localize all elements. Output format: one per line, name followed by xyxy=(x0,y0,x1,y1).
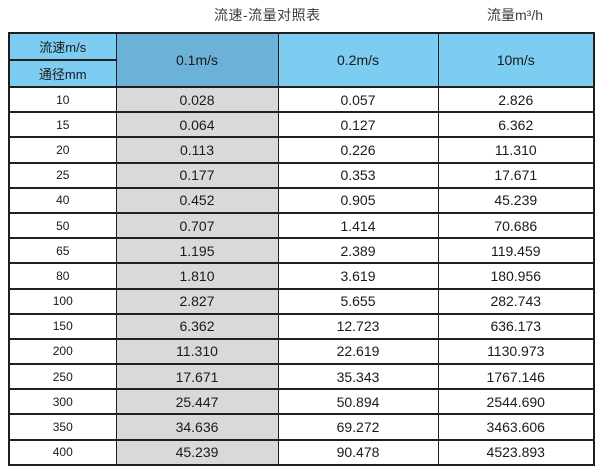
flow-value-cell-10ms: 1767.146 xyxy=(437,363,595,391)
table-row-dn150: 150 6.362 12.723 636.173 xyxy=(8,312,595,340)
diameter-cell: 150 xyxy=(8,312,117,340)
table-row-dn65: 65 1.195 2.389 119.459 xyxy=(8,237,595,265)
diameter-cell: 50 xyxy=(8,211,117,240)
table-title: 流速-流量对照表 xyxy=(214,7,321,23)
diameter-cell: 10 xyxy=(8,85,117,114)
flow-value-cell-10ms: 180.956 xyxy=(437,262,595,290)
flow-value-cell-0-1ms: 0.064 xyxy=(115,111,279,139)
flow-value-cell-0-1ms: 0.707 xyxy=(115,211,279,240)
diameter-cell: 25 xyxy=(8,161,117,189)
table-row-dn50: 50 0.707 1.414 70.686 xyxy=(8,211,595,240)
table-row-dn20: 20 0.113 0.226 11.310 xyxy=(8,136,595,164)
velocity-flow-table: 流速m/s 0.1m/s 0.2m/s 10m/s 通径mm 10 0.028 … xyxy=(8,32,595,466)
flow-value-cell-10ms: 636.173 xyxy=(437,312,595,340)
table-row-dn40: 40 0.452 0.905 45.239 xyxy=(8,186,595,214)
table-row-dn15: 15 0.064 0.127 6.362 xyxy=(8,111,595,139)
diameter-cell: 80 xyxy=(8,262,117,290)
flow-value-cell-0-2ms: 3.619 xyxy=(277,262,439,290)
corner-diameter-label: 通径mm xyxy=(8,59,117,88)
diameter-cell: 20 xyxy=(8,136,117,164)
flow-value-cell-0-2ms: 69.272 xyxy=(277,413,439,441)
column-header-0-1ms: 0.1m/s xyxy=(115,32,279,88)
flow-value-cell-10ms: 119.459 xyxy=(437,237,595,265)
column-header-10ms: 10m/s xyxy=(437,32,595,88)
table-row-dn250: 250 17.671 35.343 1767.146 xyxy=(8,363,595,391)
flow-value-cell-0-2ms: 2.389 xyxy=(277,237,439,265)
flow-value-cell-10ms: 2544.690 xyxy=(437,388,595,416)
column-header-0-2ms: 0.2m/s xyxy=(277,32,439,88)
diameter-cell: 100 xyxy=(8,287,117,315)
flow-value-cell-0-1ms: 0.028 xyxy=(115,85,279,114)
table-row-dn25: 25 0.177 0.353 17.671 xyxy=(8,161,595,189)
flow-value-cell-0-1ms: 11.310 xyxy=(115,337,279,366)
flow-value-cell-10ms: 17.671 xyxy=(437,161,595,189)
header-row-bottom: 通径mm xyxy=(8,59,594,88)
diameter-cell: 300 xyxy=(8,388,117,416)
diameter-cell: 350 xyxy=(8,413,117,441)
flow-value-cell-0-1ms: 1.195 xyxy=(115,237,279,265)
flow-value-cell-10ms: 11.310 xyxy=(437,136,595,164)
diameter-cell: 15 xyxy=(8,111,117,139)
flow-value-cell-0-2ms: 50.894 xyxy=(277,388,439,416)
flow-value-cell-0-1ms: 34.636 xyxy=(115,413,279,441)
diameter-cell: 200 xyxy=(8,337,117,366)
flow-value-cell-0-1ms: 25.447 xyxy=(115,388,279,416)
flow-value-cell-0-1ms: 2.827 xyxy=(115,287,279,315)
flow-value-cell-0-2ms: 90.478 xyxy=(277,438,439,466)
flow-value-cell-10ms: 70.686 xyxy=(437,211,595,240)
flow-value-cell-0-2ms: 22.619 xyxy=(277,337,439,366)
header-row-top: 流速m/s 0.1m/s 0.2m/s 10m/s xyxy=(8,32,595,88)
flow-value-cell-0-1ms: 17.671 xyxy=(115,363,279,391)
flow-value-cell-10ms: 2.826 xyxy=(437,85,595,114)
flow-value-cell-0-2ms: 0.127 xyxy=(277,111,439,139)
table-row-dn200: 200 11.310 22.619 1130.973 xyxy=(8,337,595,366)
diameter-cell: 400 xyxy=(8,438,117,466)
corner-velocity-label: 流速m/s xyxy=(8,32,117,61)
diameter-cell: 65 xyxy=(8,237,117,265)
flow-value-cell-0-2ms: 0.226 xyxy=(277,136,439,164)
flow-rate-unit-label: 流量m³/h xyxy=(487,7,543,23)
table-row-dn10: 10 0.028 0.057 2.826 xyxy=(8,85,595,114)
flow-value-cell-10ms: 6.362 xyxy=(437,111,595,139)
flow-value-cell-0-2ms: 0.905 xyxy=(277,186,439,214)
table-row-dn350: 350 34.636 69.272 3463.606 xyxy=(8,413,595,441)
flow-value-cell-0-1ms: 6.362 xyxy=(115,312,279,340)
flow-value-cell-0-2ms: 12.723 xyxy=(277,312,439,340)
flow-value-cell-0-2ms: 1.414 xyxy=(277,211,439,240)
flow-value-cell-0-1ms: 0.177 xyxy=(115,161,279,189)
flow-value-cell-0-1ms: 0.113 xyxy=(115,136,279,164)
flow-value-cell-0-2ms: 35.343 xyxy=(277,363,439,391)
flow-value-cell-10ms: 4523.893 xyxy=(437,438,595,466)
flow-value-cell-0-2ms: 0.057 xyxy=(277,85,439,114)
table-row-dn400: 400 45.239 90.478 4523.893 xyxy=(8,438,595,466)
table-row-dn100: 100 2.827 5.655 282.743 xyxy=(8,287,595,315)
diameter-cell: 40 xyxy=(8,186,117,214)
flow-value-cell-0-2ms: 0.353 xyxy=(277,161,439,189)
flow-value-cell-0-1ms: 0.452 xyxy=(115,186,279,214)
flow-value-cell-10ms: 45.239 xyxy=(437,186,595,214)
diameter-cell: 250 xyxy=(8,363,117,391)
flow-value-cell-10ms: 282.743 xyxy=(437,287,595,315)
page-header: 流速-流量对照表 流量m³/h xyxy=(0,0,600,32)
flow-value-cell-0-1ms: 45.239 xyxy=(115,438,279,466)
flow-value-cell-10ms: 1130.973 xyxy=(437,337,595,366)
flow-value-cell-0-2ms: 5.655 xyxy=(277,287,439,315)
table-row-dn300: 300 25.447 50.894 2544.690 xyxy=(8,388,595,416)
flow-value-cell-0-1ms: 1.810 xyxy=(115,262,279,290)
flow-value-cell-10ms: 3463.606 xyxy=(437,413,595,441)
table-row-dn80: 80 1.810 3.619 180.956 xyxy=(8,262,595,290)
